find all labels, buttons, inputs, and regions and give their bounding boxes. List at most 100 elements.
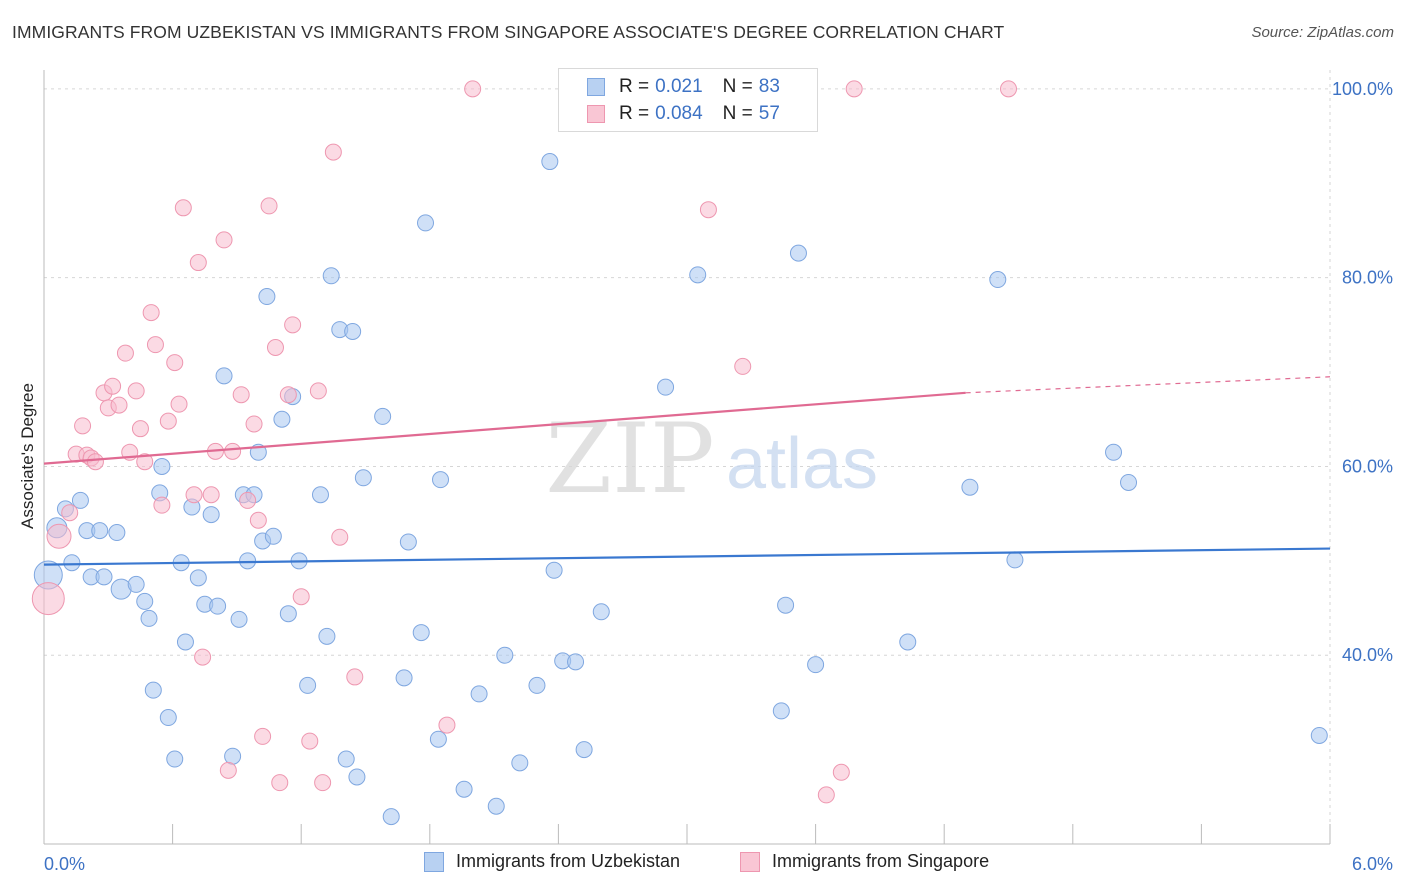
point-uzbekistan — [374, 407, 392, 425]
point-singapore — [127, 382, 145, 400]
y-tick-label: 100.0% — [1332, 79, 1393, 99]
point-uzbekistan — [264, 527, 282, 545]
point-singapore — [142, 304, 160, 322]
point-uzbekistan — [176, 633, 194, 651]
y-tick-label: 60.0% — [1342, 456, 1393, 476]
point-uzbekistan — [1006, 551, 1024, 569]
watermark: ZIP atlas — [545, 403, 878, 515]
point-singapore — [202, 486, 220, 504]
legend-row-singapore: R = 0.084 N = 57 — [587, 101, 780, 127]
legend-swatch-singapore — [740, 851, 760, 872]
point-uzbekistan — [417, 214, 435, 232]
point-uzbekistan — [575, 741, 593, 759]
trend-line-uzbekistan — [43, 547, 1331, 566]
legend-n-value: 83 — [758, 76, 780, 97]
tick-labels: 40.0% 60.0% 80.0% 100.0% 0.0% 6.0% — [44, 79, 1393, 874]
point-singapore — [86, 453, 104, 471]
legend-swatch-uzbekistan — [424, 851, 444, 872]
source-label: Source: ZipAtlas.com — [1251, 24, 1394, 41]
point-uzbekistan — [299, 676, 317, 694]
point-singapore — [110, 396, 128, 414]
point-singapore — [292, 588, 310, 606]
point-uzbekistan — [961, 478, 979, 496]
point-uzbekistan — [496, 646, 514, 664]
point-uzbekistan — [567, 653, 585, 671]
point-uzbekistan — [71, 491, 89, 509]
point-uzbekistan — [470, 685, 488, 703]
trend-line-singapore-extension — [965, 376, 1331, 394]
point-singapore — [215, 231, 233, 249]
point-uzbekistan — [273, 410, 291, 428]
point-singapore — [166, 354, 184, 372]
point-singapore — [104, 377, 122, 395]
chart-title: IMMIGRANTS FROM UZBEKISTAN VS IMMIGRANTS… — [12, 22, 1005, 42]
point-uzbekistan — [528, 676, 546, 694]
legend-label-uzbekistan: Immigrants from Uzbekistan — [456, 851, 681, 871]
point-singapore — [31, 582, 65, 616]
legend-swatch-singapore — [587, 105, 605, 123]
point-uzbekistan — [541, 153, 559, 171]
point-singapore — [249, 511, 267, 529]
watermark-zip: ZIP — [545, 403, 714, 515]
point-uzbekistan — [108, 524, 126, 542]
point-singapore — [136, 453, 154, 471]
point-uzbekistan — [592, 603, 610, 621]
trend-lines — [43, 376, 1331, 566]
correlation-legend: R = 0.021 N = 83 R = 0.084 N = 57 — [558, 68, 818, 132]
point-singapore — [279, 386, 297, 404]
point-singapore — [224, 442, 242, 460]
point-uzbekistan — [311, 486, 329, 504]
point-uzbekistan — [777, 596, 795, 614]
point-uzbekistan — [224, 747, 242, 765]
point-singapore — [301, 732, 319, 750]
point-singapore — [324, 143, 342, 161]
point-uzbekistan — [1120, 473, 1138, 491]
point-uzbekistan — [127, 575, 145, 593]
point-singapore — [74, 417, 92, 435]
point-uzbekistan — [239, 552, 257, 570]
point-uzbekistan — [159, 709, 177, 727]
point-singapore — [153, 496, 171, 514]
point-uzbekistan — [412, 624, 430, 642]
point-singapore — [734, 357, 752, 375]
point-singapore — [194, 648, 212, 666]
point-singapore — [131, 420, 149, 438]
point-singapore — [817, 786, 835, 804]
point-uzbekistan — [1105, 443, 1123, 461]
point-singapore — [189, 254, 207, 272]
legend-item-singapore: Immigrants from Singapore — [740, 851, 989, 872]
point-uzbekistan — [989, 271, 1007, 289]
point-singapore — [46, 523, 72, 549]
legend-r-value: 0.021 — [655, 76, 703, 97]
point-uzbekistan — [140, 609, 158, 627]
point-uzbekistan — [429, 730, 447, 748]
y-tick-label: 40.0% — [1342, 645, 1393, 665]
point-uzbekistan — [807, 656, 825, 674]
legend-swatch-uzbekistan — [587, 78, 605, 96]
point-singapore — [832, 763, 850, 781]
point-singapore — [271, 774, 289, 792]
point-singapore — [438, 716, 456, 734]
point-uzbekistan — [432, 471, 450, 489]
point-uzbekistan — [789, 244, 807, 262]
point-uzbekistan — [399, 533, 417, 551]
point-uzbekistan — [772, 702, 790, 720]
point-singapore — [464, 80, 482, 98]
point-singapore — [185, 486, 203, 504]
point-singapore — [254, 727, 272, 745]
point-singapore — [331, 528, 349, 546]
point-uzbekistan — [209, 597, 227, 615]
point-uzbekistan — [166, 750, 184, 768]
point-uzbekistan — [511, 754, 529, 772]
point-uzbekistan — [487, 797, 505, 815]
point-singapore — [174, 199, 192, 217]
point-singapore — [219, 761, 237, 779]
point-uzbekistan — [136, 592, 154, 610]
point-uzbekistan — [395, 669, 413, 687]
point-uzbekistan — [279, 605, 297, 623]
legend-row-uzbekistan: R = 0.021 N = 83 — [587, 74, 780, 100]
point-uzbekistan — [91, 522, 109, 540]
point-uzbekistan — [258, 288, 276, 306]
y-tick-label: 80.0% — [1342, 268, 1393, 288]
axes — [43, 70, 1331, 845]
